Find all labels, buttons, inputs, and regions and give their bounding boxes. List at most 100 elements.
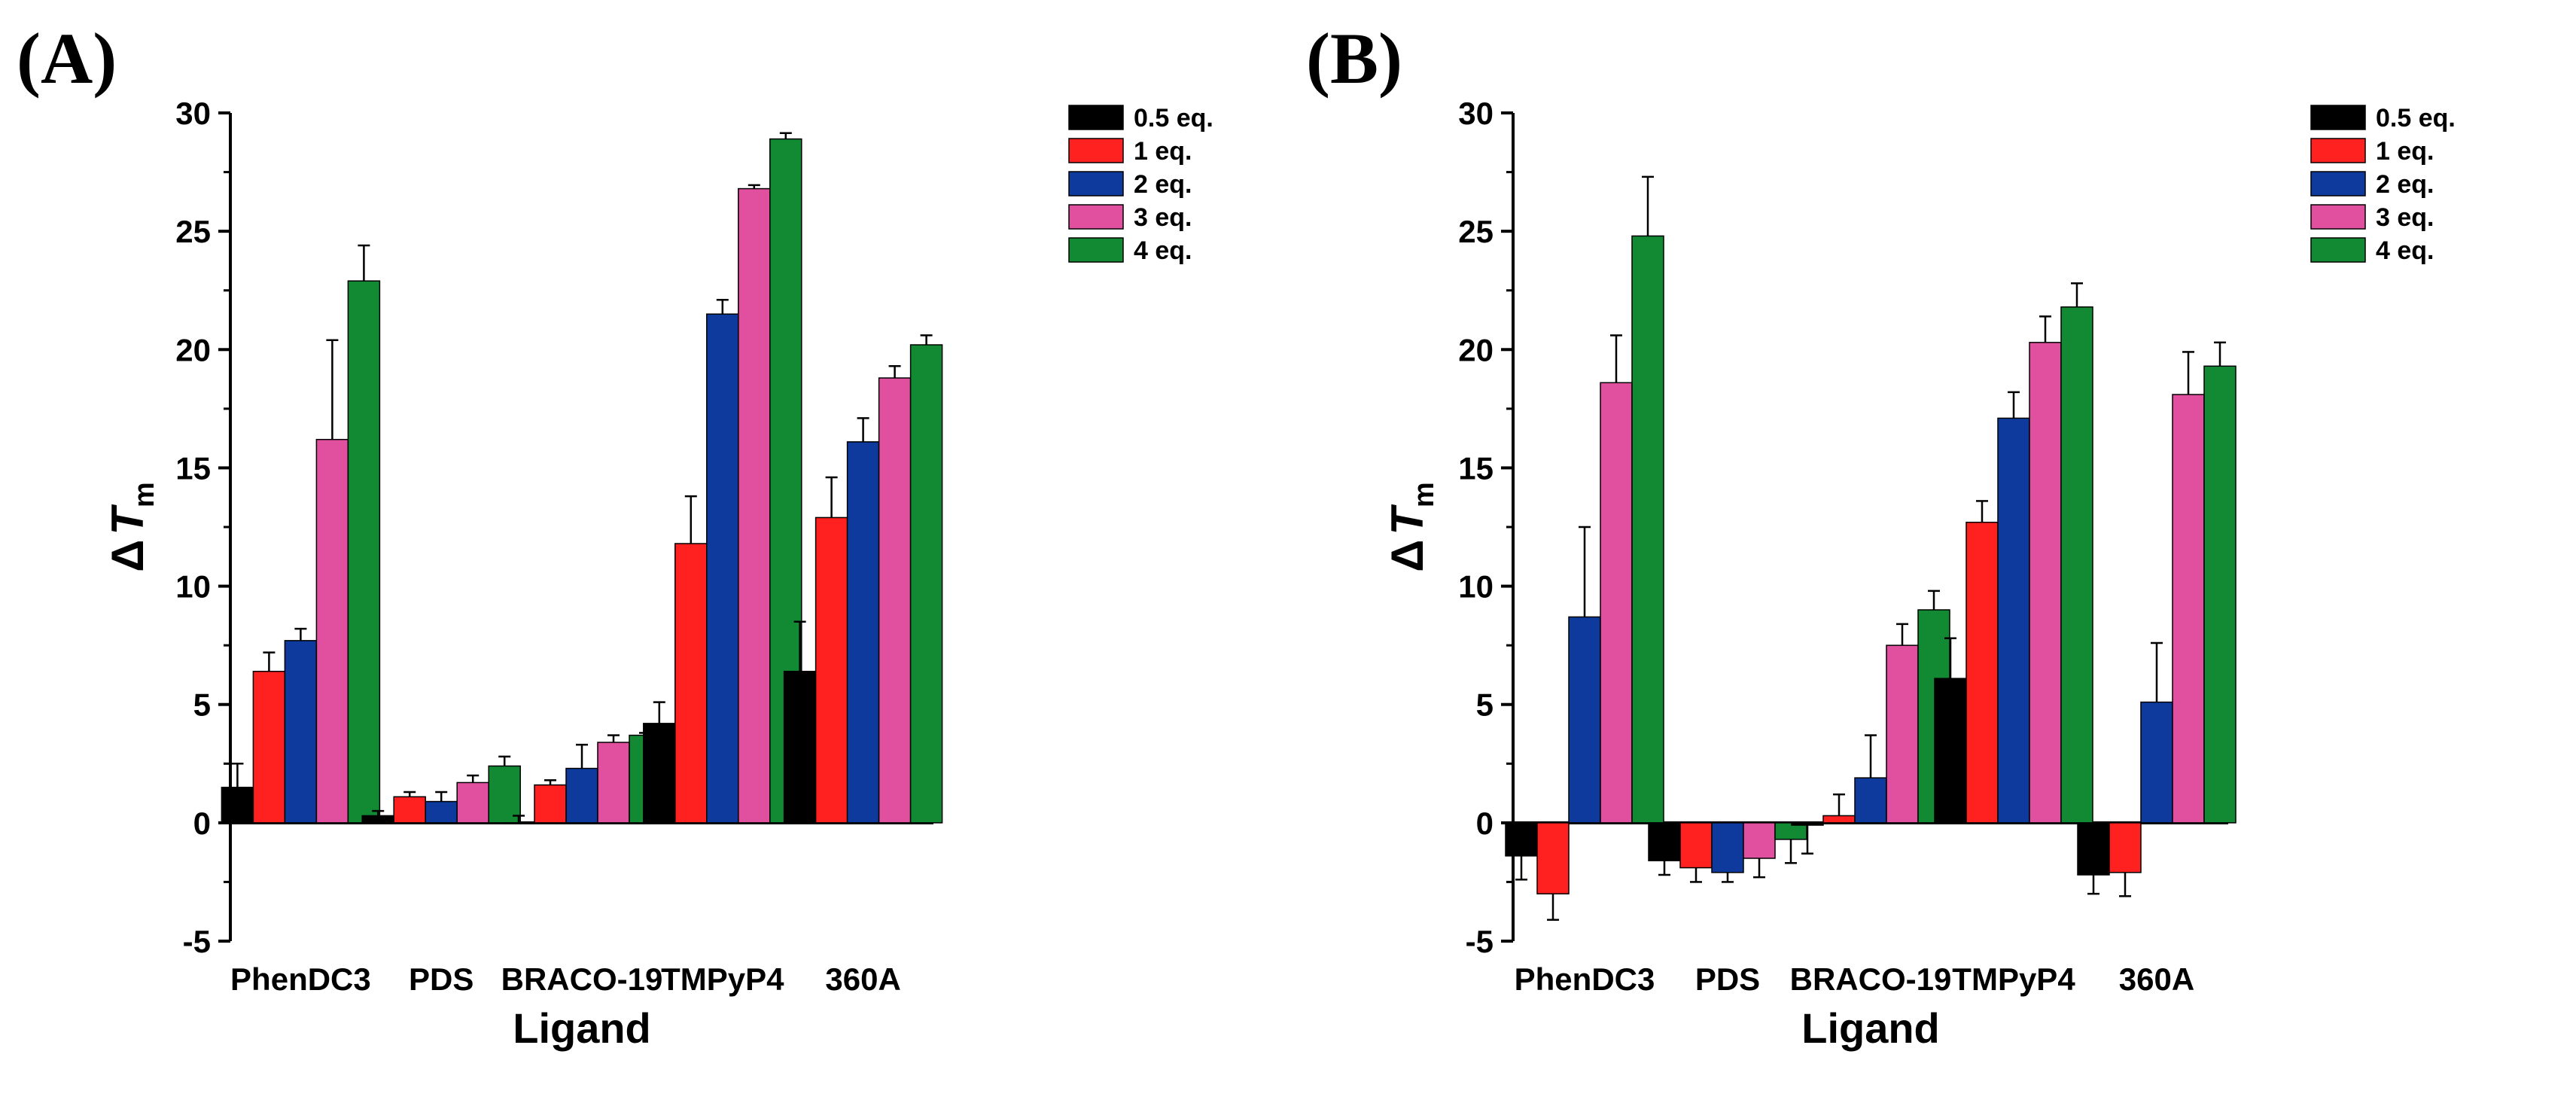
legend-label: 4 eq. <box>2376 236 2434 265</box>
bar <box>878 377 912 824</box>
y-axis-title-var: T <box>1382 504 1433 535</box>
y-tick-label: 25 <box>1458 214 1494 249</box>
legend-swatch <box>2310 237 2366 263</box>
x-axis-title: Ligand <box>513 1004 651 1052</box>
bar <box>361 815 394 824</box>
y-tick-label: 20 <box>1458 332 1494 367</box>
x-tick-label: BRACO-19 <box>1790 961 1952 997</box>
bar <box>706 313 739 824</box>
y-tick-label: 0 <box>193 806 211 841</box>
panel-label: (A) <box>17 18 117 99</box>
legend-swatch <box>1068 105 1124 130</box>
legend-label: 4 eq. <box>1134 236 1192 265</box>
y-axis-title: ΔTm <box>1382 482 1440 572</box>
bar <box>1791 822 1824 826</box>
bar <box>2060 306 2093 824</box>
y-axis-title-var: T <box>102 504 153 535</box>
bar <box>2029 342 2062 824</box>
y-axis-title-sub: m <box>1408 482 1440 507</box>
bar <box>2140 701 2173 824</box>
bar <box>1965 521 1999 824</box>
bar <box>315 438 349 824</box>
bar <box>1934 678 1967 824</box>
bar <box>1886 644 1919 824</box>
legend-swatch <box>1068 138 1124 163</box>
legend-label: 0.5 eq. <box>1134 104 1213 133</box>
legend-label: 2 eq. <box>2376 170 2434 199</box>
x-axis-title: Ligand <box>1801 1004 1940 1052</box>
y-tick-label: 25 <box>175 214 211 249</box>
y-tick-label: 5 <box>193 687 211 723</box>
bar <box>597 742 630 824</box>
bar <box>1600 382 1633 824</box>
y-tick-label: 10 <box>175 569 211 605</box>
bar <box>643 723 676 824</box>
x-tick-label: 360A <box>825 961 900 997</box>
bar <box>2109 822 2142 873</box>
y-axis-title: ΔTm <box>102 482 160 572</box>
bar <box>1679 822 1713 869</box>
bar <box>2203 365 2236 824</box>
y-tick-label: -5 <box>183 924 211 959</box>
legend-swatch <box>2310 138 2366 163</box>
x-tick-label: PhenDC3 <box>230 961 371 997</box>
y-axis-title-prefix: Δ <box>102 540 153 572</box>
bar <box>1743 822 1776 859</box>
bar <box>221 786 254 824</box>
bar <box>1505 822 1538 857</box>
legend-label: 1 eq. <box>2376 137 2434 166</box>
bar <box>393 796 426 824</box>
y-tick-label: 15 <box>175 450 211 486</box>
legend-swatch <box>1068 237 1124 263</box>
legend-label: 1 eq. <box>1134 137 1192 166</box>
bar <box>425 800 458 824</box>
legend-swatch <box>2310 105 2366 130</box>
legend-swatch <box>2310 171 2366 197</box>
bar <box>347 280 381 824</box>
bar <box>534 784 567 824</box>
bar <box>1854 777 1887 824</box>
bar <box>565 767 598 824</box>
y-tick-label: -5 <box>1466 924 1494 959</box>
y-tick-label: 10 <box>1458 569 1494 605</box>
y-tick-label: 5 <box>1476 687 1494 723</box>
legend-label: 3 eq. <box>2376 203 2434 232</box>
x-tick-label: PhenDC3 <box>1515 961 1655 997</box>
bar <box>1536 822 1570 894</box>
bar <box>815 516 848 824</box>
panel-a: (A) -5 0 5 10 15 20 25 30 PhenDC3 PDS BRACO-19TMPyP… <box>17 18 1213 1052</box>
legend-swatch <box>1068 171 1124 197</box>
bar <box>674 543 708 824</box>
legend-label: 0.5 eq. <box>2376 104 2456 133</box>
bar <box>502 822 535 824</box>
x-tick-label: 360A <box>2119 961 2194 997</box>
bar <box>1568 616 1601 824</box>
bar <box>456 782 489 824</box>
bar <box>284 640 318 824</box>
bar <box>1711 822 1744 873</box>
bar <box>252 670 286 824</box>
bar <box>488 765 521 824</box>
legend-label: 2 eq. <box>1134 170 1192 199</box>
x-tick-label: PDS <box>1695 961 1760 997</box>
panel-b: (B) -5 0 5 10 15 20 25 30 PhenDC3 PDS BRACO-19 TMPyP… <box>1306 18 2456 1052</box>
bar <box>738 187 771 824</box>
x-tick-label: PDS <box>409 961 473 997</box>
y-axis-title-prefix: Δ <box>1382 540 1433 572</box>
y-tick-label: 20 <box>175 332 211 367</box>
bar <box>1997 417 2030 824</box>
legend-label: 3 eq. <box>1134 203 1192 232</box>
bar <box>1822 815 1856 824</box>
y-tick-label: 0 <box>1476 806 1494 841</box>
legend-swatch <box>1068 204 1124 230</box>
panel-label: (B) <box>1306 18 1402 99</box>
y-tick-label: 30 <box>175 96 211 131</box>
x-tick-label: TMPyP4 <box>661 961 784 997</box>
bar <box>846 441 880 824</box>
bar <box>1648 822 1681 861</box>
y-axis-title-sub: m <box>129 482 160 507</box>
legend-swatch <box>2310 204 2366 230</box>
y-tick-label: 15 <box>1458 450 1494 486</box>
x-tick-label: BRACO-19 <box>501 961 663 997</box>
